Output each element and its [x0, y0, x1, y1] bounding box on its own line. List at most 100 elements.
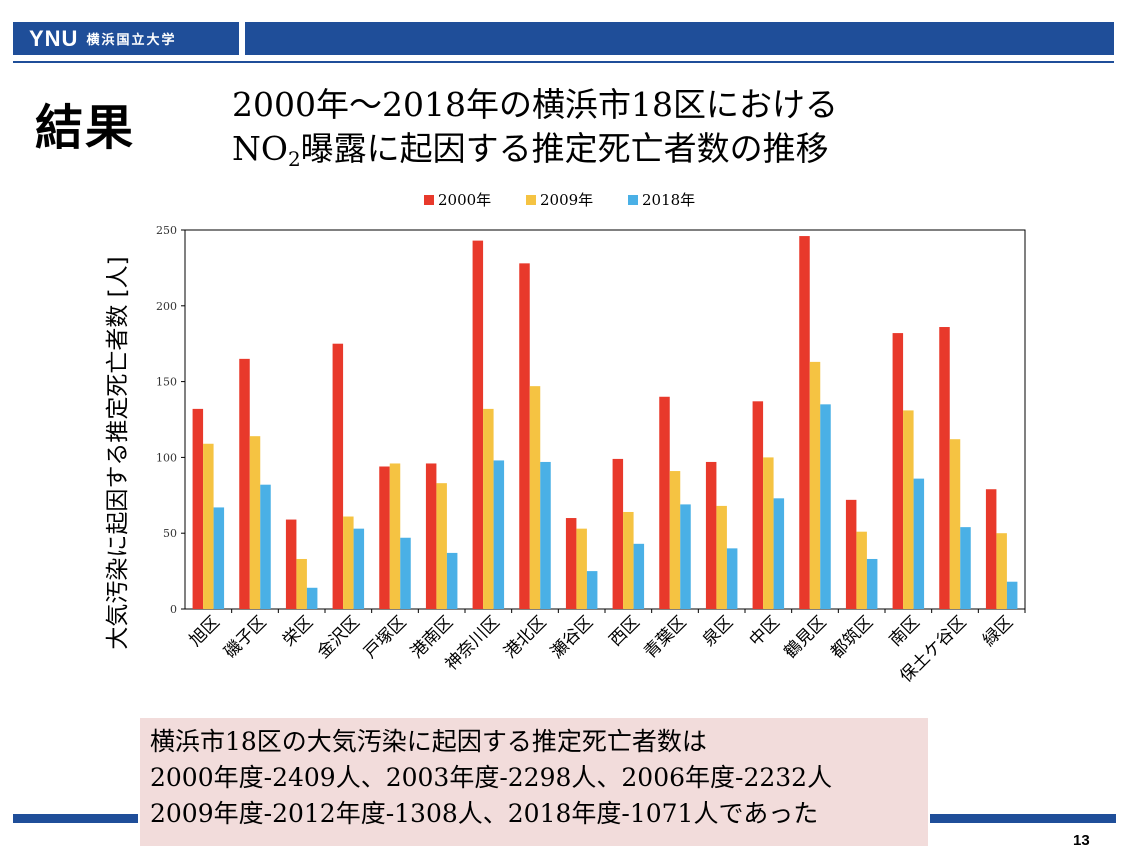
bar-3: [633, 543, 645, 609]
footer-line-right: [930, 814, 1116, 823]
bar-1: [565, 518, 577, 609]
bar-3: [493, 460, 505, 609]
bar-2: [203, 443, 214, 609]
legend-swatch: [526, 195, 536, 205]
page-number: 13: [1073, 832, 1090, 849]
header-stripe: [245, 22, 1114, 55]
bar-2: [249, 436, 261, 609]
bar-3: [680, 504, 691, 609]
bar-1: [239, 358, 250, 609]
x-tick-label: 南区: [886, 612, 924, 650]
x-tick-label: 西区: [606, 612, 644, 650]
university-logo: YNU 横浜国立大学: [13, 22, 239, 55]
bar-2: [903, 410, 914, 609]
x-tick-label: 戸塚区: [360, 612, 410, 662]
bar-3: [1006, 581, 1018, 609]
bar-1: [659, 396, 670, 609]
bar-1: [612, 458, 624, 609]
y-tick-label: 150: [156, 376, 177, 389]
legend-label: 2000年: [438, 191, 491, 209]
x-tick-label: 中区: [746, 612, 784, 650]
y-tick-label: 50: [163, 527, 177, 540]
bar-2: [809, 361, 821, 609]
bar-3: [586, 571, 598, 609]
bar-2: [856, 531, 867, 609]
summary-line-1: 横浜市18区の大気汚染に起因する推定死亡者数は: [150, 727, 707, 756]
x-tick-label: 金沢区: [314, 612, 364, 662]
bar-3: [866, 558, 878, 609]
bar-2: [763, 457, 774, 609]
slide-title-subscript: 2: [287, 147, 301, 171]
x-tick-label: 港北区: [500, 612, 550, 662]
y-tick-label: 200: [156, 300, 177, 313]
slide-title-line1: 2000年～2018年の横浜市18区における: [232, 85, 838, 124]
x-tick-label: 磯子区: [220, 612, 270, 662]
slide-title: 2000年～2018年の横浜市18区における NO2曝露に起因する推定死亡者数の…: [232, 83, 992, 181]
x-tick-label: 鶴見区: [780, 612, 830, 662]
footer-line-left: [13, 814, 138, 823]
bar-2: [483, 408, 494, 609]
summary-line-2: 2000年度-2409人、2003年度-2298人、2006年度-2232人: [150, 763, 833, 792]
slide-title-rest: 曝露に起因する推定死亡者数の推移: [300, 129, 829, 168]
slide-title-no: NO: [232, 129, 288, 168]
bar-1: [892, 333, 904, 609]
bar-2: [529, 386, 541, 609]
slide-title-line2: NO2曝露に起因する推定死亡者数の推移: [232, 127, 992, 181]
header-bar: YNU 横浜国立大学: [13, 22, 1114, 55]
bar-2: [576, 528, 587, 609]
y-tick-label: 100: [156, 451, 177, 464]
bar-2: [949, 439, 961, 609]
bar-1: [379, 466, 390, 609]
bar-2: [716, 505, 727, 609]
bar-3: [726, 548, 738, 609]
bar-1: [472, 240, 484, 609]
bar-2: [343, 516, 354, 609]
bar-1: [752, 401, 764, 609]
bar-1: [799, 236, 810, 609]
bar-3: [400, 537, 411, 609]
bar-3: [820, 404, 831, 609]
bar-3: [773, 498, 785, 609]
bar-3: [540, 461, 551, 609]
bar-1: [939, 327, 950, 609]
bar-3: [446, 552, 458, 609]
bar-2: [389, 463, 401, 609]
bar-1: [519, 263, 530, 609]
bar-3: [353, 528, 365, 609]
bar-1: [192, 408, 204, 609]
bar-2: [436, 483, 447, 609]
section-title: 結果: [35, 100, 136, 156]
legend-label: 2009年: [540, 191, 593, 209]
bar-1: [425, 463, 437, 609]
x-tick-label: 泉区: [699, 612, 737, 650]
y-tick-label: 0: [170, 603, 177, 616]
y-tick-label: 250: [156, 224, 177, 237]
bar-2: [296, 558, 307, 609]
logo-text: YNU: [29, 25, 79, 51]
bar-2: [623, 511, 634, 609]
x-tick-label: 青葉区: [640, 612, 690, 662]
summary-line-3: 2009年度-2012年度-1308人、2018年度-1071人であった: [150, 799, 819, 828]
bar-1: [705, 461, 717, 609]
legend-label: 2018年: [642, 191, 695, 209]
bar-3: [960, 527, 971, 609]
bar-3: [306, 587, 318, 609]
bar-3: [260, 484, 271, 609]
x-tick-label: 瀬谷区: [547, 612, 597, 662]
x-tick-label: 栄区: [279, 612, 317, 650]
bar-2: [996, 533, 1007, 609]
bar-1: [985, 489, 997, 609]
header-divider: [13, 61, 1114, 63]
x-tick-label: 緑区: [979, 612, 1017, 650]
bar-1: [332, 343, 344, 609]
bar-3: [213, 507, 225, 609]
bar-1: [285, 519, 297, 609]
legend-swatch: [628, 195, 638, 205]
bar-3: [913, 478, 925, 609]
x-tick-label: 旭区: [186, 612, 224, 650]
legend-swatch: [424, 195, 434, 205]
bar-2: [669, 471, 681, 609]
bar-1: [845, 499, 857, 609]
summary-box: 横浜市18区の大気汚染に起因する推定死亡者数は 2000年度-2409人、200…: [140, 718, 928, 846]
